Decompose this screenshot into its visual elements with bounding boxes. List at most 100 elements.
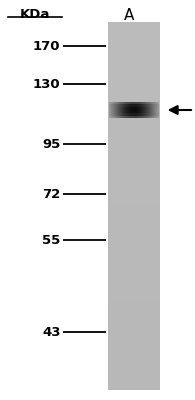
Bar xyxy=(131,107,132,113)
Text: 43: 43 xyxy=(42,326,60,338)
Bar xyxy=(129,102,130,118)
Bar xyxy=(145,104,146,116)
Bar xyxy=(124,104,125,116)
Bar xyxy=(149,102,150,118)
Text: 170: 170 xyxy=(33,40,60,52)
Bar xyxy=(112,107,113,113)
Bar xyxy=(123,107,124,113)
Bar xyxy=(152,104,153,116)
Bar xyxy=(146,104,147,116)
Bar xyxy=(146,102,147,118)
Bar xyxy=(152,102,153,118)
Bar xyxy=(121,102,122,118)
Bar xyxy=(153,104,154,116)
Bar xyxy=(148,104,149,116)
Bar xyxy=(108,22,160,390)
Bar xyxy=(135,104,136,116)
Bar xyxy=(114,107,115,113)
Text: 55: 55 xyxy=(42,234,60,246)
Bar xyxy=(125,104,126,116)
Bar xyxy=(151,102,152,118)
Bar xyxy=(121,107,122,113)
Bar xyxy=(147,104,148,116)
Bar xyxy=(136,104,137,116)
Bar xyxy=(110,104,111,116)
Bar xyxy=(150,102,151,118)
Bar xyxy=(151,104,152,116)
Bar xyxy=(134,107,135,113)
Bar xyxy=(158,104,159,116)
Bar xyxy=(115,102,116,118)
Bar xyxy=(119,104,120,116)
Bar xyxy=(155,104,156,116)
Bar xyxy=(117,102,118,118)
Bar xyxy=(127,102,128,118)
Bar xyxy=(111,107,112,113)
Bar xyxy=(154,107,155,113)
Bar xyxy=(122,102,123,118)
Bar xyxy=(137,104,138,116)
Bar xyxy=(154,102,155,118)
Bar xyxy=(125,107,126,113)
Bar xyxy=(155,107,156,113)
Bar xyxy=(126,104,127,116)
Bar xyxy=(138,107,139,113)
Bar xyxy=(145,102,146,118)
Bar xyxy=(148,107,149,113)
Bar xyxy=(136,102,137,118)
Bar xyxy=(142,107,143,113)
Bar xyxy=(111,104,112,116)
Bar xyxy=(115,107,116,113)
Bar xyxy=(147,102,148,118)
Bar xyxy=(141,107,142,113)
Bar xyxy=(123,104,124,116)
Bar xyxy=(113,102,114,118)
Bar xyxy=(143,102,144,118)
Bar xyxy=(130,104,131,116)
Bar xyxy=(158,102,159,118)
Bar xyxy=(120,107,121,113)
Bar xyxy=(150,104,151,116)
Bar xyxy=(127,104,128,116)
Bar xyxy=(148,102,149,118)
Bar xyxy=(132,102,133,118)
Bar xyxy=(152,107,153,113)
Bar xyxy=(128,104,129,116)
Bar xyxy=(141,102,142,118)
Bar xyxy=(139,104,140,116)
Text: 72: 72 xyxy=(42,188,60,200)
Bar xyxy=(118,107,119,113)
Bar xyxy=(116,107,117,113)
Bar xyxy=(138,104,139,116)
Bar xyxy=(137,102,138,118)
Bar xyxy=(156,107,157,113)
Bar xyxy=(128,107,129,113)
Bar xyxy=(120,104,121,116)
Bar xyxy=(137,107,138,113)
Bar xyxy=(135,107,136,113)
Bar xyxy=(127,107,128,113)
Bar xyxy=(149,107,150,113)
Bar xyxy=(142,104,143,116)
Bar xyxy=(144,104,145,116)
Bar xyxy=(151,107,152,113)
Bar xyxy=(146,107,147,113)
Bar xyxy=(131,102,132,118)
Bar xyxy=(157,102,158,118)
Bar xyxy=(141,104,142,116)
Text: A: A xyxy=(123,8,134,23)
Bar xyxy=(138,102,139,118)
Bar xyxy=(143,107,144,113)
Bar xyxy=(156,104,157,116)
Bar xyxy=(116,102,117,118)
Bar xyxy=(117,104,118,116)
Bar xyxy=(118,104,119,116)
Bar xyxy=(157,107,158,113)
Bar xyxy=(140,107,141,113)
Bar xyxy=(134,102,135,118)
Bar xyxy=(122,107,123,113)
Bar xyxy=(158,107,159,113)
Bar xyxy=(124,102,125,118)
Bar xyxy=(156,102,157,118)
Bar xyxy=(112,104,113,116)
